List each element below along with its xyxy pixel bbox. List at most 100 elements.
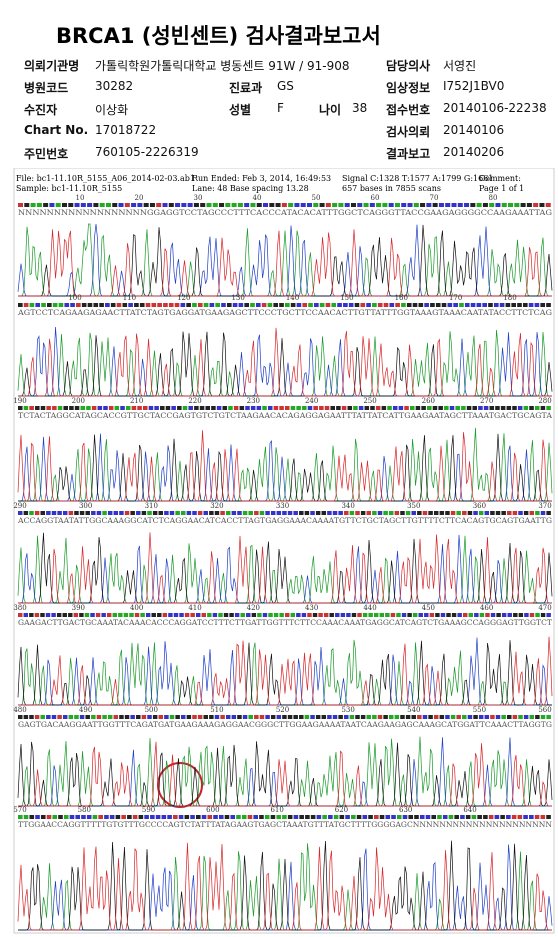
- field-label: Chart No.: [24, 123, 89, 137]
- position-label: 80: [489, 194, 498, 202]
- quality-bar: [154, 406, 159, 410]
- field-value: 20140106-22238: [443, 101, 547, 115]
- position-label: 40: [253, 194, 262, 202]
- quality-bar: [35, 815, 40, 819]
- quality-bar: [287, 815, 293, 819]
- quality-bar: [484, 715, 490, 719]
- field-value: 30282: [95, 79, 134, 93]
- quality-bar: [201, 815, 207, 819]
- quality-bar: [119, 715, 124, 719]
- quality-bar: [173, 815, 178, 819]
- quality-bar: [192, 303, 197, 307]
- quality-bar: [256, 406, 262, 410]
- quality-bar: [96, 715, 102, 719]
- quality-bar: [246, 613, 251, 617]
- position-label: 410: [188, 604, 201, 612]
- quality-bar: [221, 303, 226, 307]
- quality-bar: [190, 613, 195, 617]
- position-label: 320: [210, 502, 223, 510]
- quality-bar: [414, 815, 419, 819]
- quality-bar: [412, 613, 418, 617]
- position-label: 20: [135, 194, 144, 202]
- position-label: 630: [399, 806, 412, 814]
- field-value: 760105-2226319: [95, 145, 199, 159]
- field-label: 성별: [229, 103, 252, 117]
- position-label: 130: [231, 294, 244, 302]
- quality-bar: [478, 406, 483, 410]
- quality-bar: [138, 815, 144, 819]
- quality-bar: [96, 511, 102, 515]
- quality-bar: [23, 511, 29, 515]
- quality-bar: [141, 511, 147, 515]
- quality-bar: [366, 715, 372, 719]
- quality-bar: [35, 303, 41, 307]
- quality-bar: [99, 203, 105, 207]
- quality-bar: [127, 815, 132, 819]
- quality-bar: [332, 715, 338, 719]
- position-label: 540: [407, 706, 420, 714]
- quality-bar: [449, 406, 455, 410]
- quality-bar: [385, 815, 391, 819]
- quality-bar: [148, 406, 154, 410]
- quality-bar: [501, 715, 506, 719]
- quality-bar: [299, 715, 304, 719]
- quality-bar: [488, 815, 494, 819]
- position-label: 160: [395, 294, 408, 302]
- quality-bar: [251, 613, 257, 617]
- position-label: 510: [210, 706, 223, 714]
- quality-bar: [351, 815, 356, 819]
- field-value: 20140106: [443, 123, 505, 137]
- quality-bar: [464, 203, 470, 207]
- quality-bar: [438, 406, 443, 410]
- quality-bar: [483, 406, 489, 410]
- quality-bar: [388, 511, 394, 515]
- quality-bar: [318, 613, 323, 617]
- quality-bar: [149, 203, 155, 207]
- field-label: 검사의뢰: [386, 125, 431, 139]
- quality-bar: [305, 815, 310, 819]
- quality-bar: [64, 303, 70, 307]
- quality-bar: [478, 511, 484, 515]
- quality-bar: [524, 613, 529, 617]
- quality-bar: [98, 815, 103, 819]
- quality-bar: [490, 613, 496, 617]
- quality-bar: [409, 406, 415, 410]
- quality-bar: [155, 815, 161, 819]
- position-label: 140: [286, 294, 299, 302]
- quality-bar: [125, 406, 131, 410]
- quality-bar: [523, 815, 528, 819]
- quality-bar: [18, 511, 23, 515]
- quality-bar: [56, 613, 62, 617]
- quality-bar: [18, 203, 24, 207]
- quality-bar: [169, 715, 175, 719]
- quality-bar: [140, 613, 145, 617]
- quality-bar: [324, 406, 330, 410]
- quality-bar: [370, 406, 375, 410]
- quality-bar: [388, 203, 394, 207]
- quality-bar: [340, 613, 346, 617]
- quality-bar: [244, 303, 250, 307]
- quality-bar: [51, 715, 57, 719]
- quality-bar: [137, 203, 143, 207]
- quality-bar: [80, 203, 86, 207]
- quality-bar: [489, 203, 495, 207]
- field-value: 20140206: [443, 145, 505, 159]
- position-label: 530: [341, 706, 354, 714]
- quality-bar: [197, 511, 203, 515]
- quality-bar: [119, 511, 124, 515]
- quality-bar: [132, 815, 138, 819]
- quality-bar: [52, 303, 58, 307]
- quality-bar: [360, 303, 366, 307]
- quality-bar: [444, 406, 449, 410]
- quality-bar: [228, 406, 233, 410]
- quality-bar: [69, 406, 74, 410]
- quality-bar: [293, 511, 298, 515]
- quality-bar: [335, 613, 340, 617]
- position-label: 110: [123, 294, 136, 302]
- quality-bar: [231, 715, 237, 719]
- position-label: 70: [430, 194, 439, 202]
- quality-bar: [62, 613, 67, 617]
- quality-bar: [114, 406, 120, 410]
- quality-bar: [230, 815, 236, 819]
- quality-bar: [512, 715, 518, 719]
